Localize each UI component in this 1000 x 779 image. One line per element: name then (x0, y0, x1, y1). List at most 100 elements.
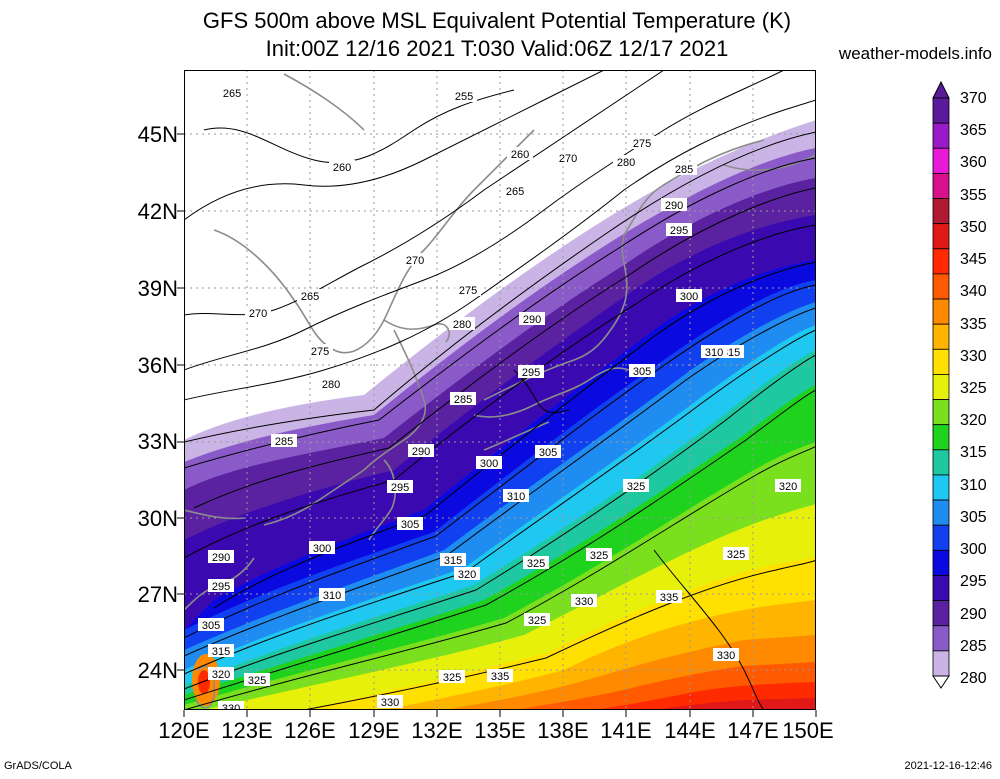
svg-text:280: 280 (617, 157, 635, 169)
svg-text:260: 260 (511, 149, 529, 161)
lat-label-33n: 33N (137, 429, 178, 454)
contour-label: 275 (307, 344, 333, 358)
contour-label: 295 (387, 480, 413, 494)
svg-text:290: 290 (523, 314, 541, 326)
chart-title: GFS 500m above MSL Equivalent Potential … (202, 8, 792, 33)
contour-label: 275 (455, 283, 481, 297)
contour-label: 265 (219, 86, 245, 100)
lon-label-135e: 135E (474, 718, 526, 743)
svg-text:275: 275 (459, 285, 477, 297)
contour-label: 275 (629, 136, 655, 150)
svg-text:260: 260 (333, 162, 351, 174)
contour-label: 315 (440, 553, 466, 567)
svg-text:265: 265 (301, 291, 319, 303)
colorbar-label: 290 (960, 605, 987, 623)
band-365 (654, 698, 816, 710)
colorbar-swatch (932, 474, 950, 501)
svg-text:300: 300 (680, 291, 698, 303)
lon-label-126e: 126E (284, 718, 336, 743)
footer-timestamp: 2021-12-16-12:46 (904, 760, 992, 772)
contour-label: 310 (503, 489, 529, 503)
svg-text:280: 280 (322, 379, 340, 391)
hot-core-taiwan (198, 670, 210, 694)
colorbar-swatch (932, 650, 950, 677)
lon-label-138e: 138E (537, 718, 589, 743)
colorbar-label: 325 (960, 380, 987, 397)
colorbar-swatch (932, 198, 950, 225)
colorbar-label: 340 (960, 283, 987, 301)
lon-label-147e: 147E (727, 718, 779, 743)
contour-labels: 265 255 260 270 275 280 260 265 285 290 … (198, 86, 801, 710)
colorbar-label: 365 (960, 122, 987, 140)
contour-label: 295 (666, 223, 692, 237)
svg-text:325: 325 (590, 550, 608, 562)
lat-label-39n: 39N (137, 276, 178, 301)
contour-label: 330 (218, 701, 244, 710)
lon-label-123e: 123E (221, 718, 273, 743)
colorbar-top-arrow (932, 80, 950, 99)
colorbar-label: 295 (960, 573, 987, 591)
contour-label: 325 (439, 670, 465, 684)
contour-label: 265 (297, 289, 323, 303)
svg-text:275: 275 (633, 138, 651, 150)
axis-ticks (177, 133, 817, 717)
svg-text:320: 320 (779, 481, 797, 493)
colorbar-swatch (932, 374, 950, 400)
svg-text:310: 310 (705, 347, 723, 359)
contour-label: 270 (555, 151, 581, 165)
svg-text:325: 325 (527, 558, 545, 570)
svg-text:330: 330 (222, 703, 240, 710)
colorbar-swatch (932, 424, 950, 451)
svg-text:290: 290 (212, 552, 230, 564)
colorbar-swatch (932, 122, 950, 149)
contour-label: 325 (244, 673, 270, 687)
svg-text:315: 315 (212, 646, 230, 658)
contour-label: 325 (523, 556, 549, 570)
contour-label: 300 (309, 541, 335, 555)
contour-label: 310 (319, 588, 345, 602)
lon-label-141e: 141E (600, 718, 652, 743)
contour-label: 270 (245, 306, 271, 320)
coastlines (184, 73, 816, 709)
svg-text:265: 265 (506, 186, 524, 198)
colorbar-swatch (932, 399, 950, 426)
contour-label: 305 (198, 618, 224, 632)
colorbar-label: 315 (960, 444, 987, 462)
svg-text:295: 295 (670, 225, 688, 237)
colorbar-label: 280 (960, 670, 987, 687)
map-svg: 265 255 260 270 275 280 260 265 285 290 … (184, 70, 816, 710)
svg-text:275: 275 (311, 346, 329, 358)
contour-label: 310 (701, 345, 727, 359)
svg-text:310: 310 (507, 491, 525, 503)
svg-text:320: 320 (458, 569, 476, 581)
contour-label: 260 (329, 160, 355, 174)
contour-label: 335 (487, 669, 513, 683)
svg-text:270: 270 (559, 153, 577, 165)
contour-label: 305 (535, 445, 561, 459)
svg-text:280: 280 (453, 319, 471, 331)
contour-label: 285 (271, 434, 297, 448)
colorbar-swatch (932, 575, 950, 602)
svg-text:285: 285 (454, 394, 472, 406)
svg-text:270: 270 (406, 255, 424, 267)
svg-text:325: 325 (443, 672, 461, 684)
lat-label-36n: 36N (137, 353, 178, 378)
svg-text:320: 320 (212, 669, 230, 681)
svg-text:295: 295 (391, 482, 409, 494)
lat-label-24n: 24N (137, 658, 178, 683)
contour-label: 295 (518, 365, 544, 379)
map-frame (184, 70, 816, 710)
lon-label-144e: 144E (664, 718, 716, 743)
contour-label: 280 (613, 155, 639, 169)
svg-text:325: 325 (627, 481, 645, 493)
svg-text:315: 315 (444, 555, 462, 567)
colorbar-swatch (932, 172, 950, 199)
contour-label: 285 (671, 162, 697, 176)
svg-text:325: 325 (248, 675, 266, 687)
contour-label: 295 (208, 579, 234, 593)
contour-label: 260 (507, 147, 533, 161)
contour-label: 290 (661, 198, 687, 212)
svg-text:270: 270 (249, 308, 267, 320)
colorbar-label: 345 (960, 251, 987, 269)
colorbar-swatch (932, 348, 950, 375)
